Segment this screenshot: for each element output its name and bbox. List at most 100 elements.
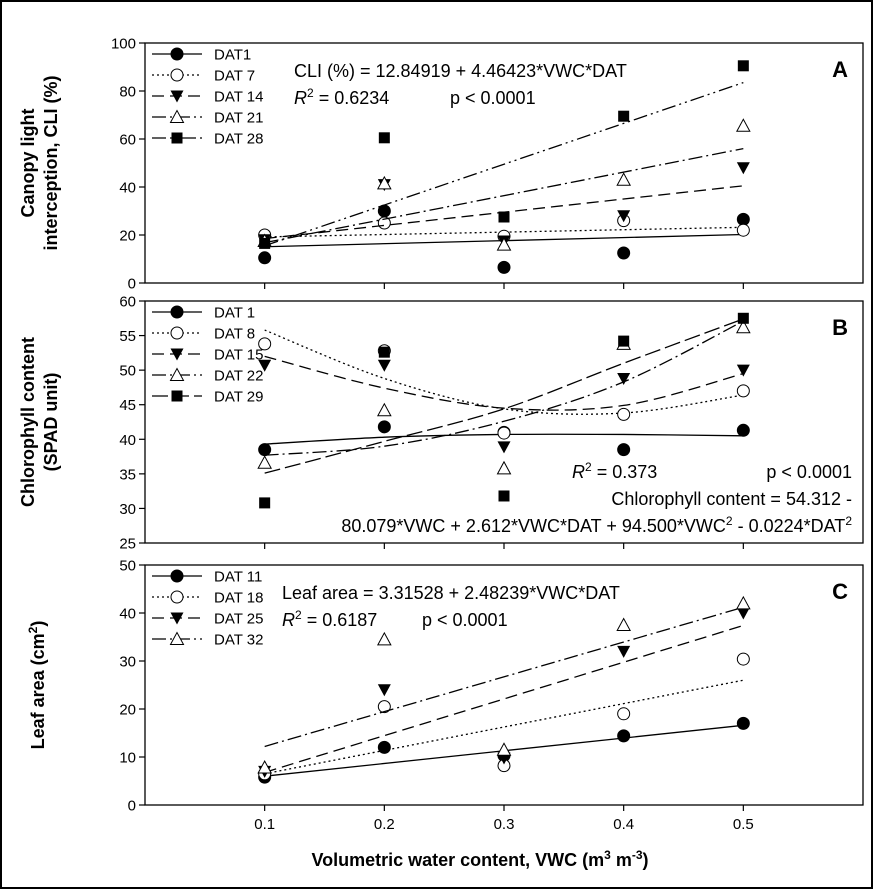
data-point: [736, 716, 750, 730]
data-point: [617, 645, 631, 658]
y-tick-label: 20: [119, 702, 136, 719]
fit-line: [264, 320, 744, 456]
data-point: [735, 118, 751, 132]
data-point: [377, 684, 391, 697]
series-dat-8: [258, 329, 750, 440]
legend-label: DAT 22: [214, 368, 263, 385]
x-tick-label: 0.4: [613, 816, 634, 833]
legend-label: DAT1: [214, 47, 251, 64]
legend-marker: [170, 68, 184, 82]
y-tick-label: 30: [119, 501, 136, 518]
data-point: [736, 223, 750, 237]
y-tick-label: 80: [119, 84, 136, 101]
legend-marker: [170, 612, 184, 625]
data-point: [617, 707, 631, 721]
data-point: [616, 172, 632, 186]
legend-marker: [170, 47, 184, 61]
legend-marker: [171, 390, 183, 402]
panel-letter: A: [832, 57, 848, 82]
data-point: [497, 260, 511, 274]
legend-label: DAT 15: [214, 347, 263, 364]
data-point: [258, 251, 272, 265]
p-value-text: p < 0.0001: [422, 610, 508, 630]
data-point: [376, 631, 392, 646]
legend-marker: [169, 109, 185, 123]
data-point: [618, 110, 630, 122]
legend-marker: [170, 590, 184, 604]
series-dat-29: [259, 312, 749, 509]
series-dat-28: [259, 60, 749, 249]
data-point: [496, 742, 512, 756]
data-point: [735, 319, 751, 334]
data-point: [498, 490, 510, 502]
legend-label: DAT 32: [214, 632, 263, 649]
data-point: [617, 210, 631, 223]
data-point: [496, 460, 512, 475]
y-tick-label: 50: [119, 363, 136, 380]
data-point: [736, 162, 750, 175]
p-value-text: p < 0.0001: [766, 462, 852, 482]
equation-text-line2: 80.079*VWC + 2.612*VWC*DAT + 94.500*VWC2…: [341, 514, 852, 536]
data-point: [497, 441, 511, 454]
data-point: [736, 212, 750, 226]
data-point: [736, 423, 750, 437]
data-point: [378, 346, 390, 358]
data-point: [378, 132, 390, 144]
y-tick-label: 45: [119, 397, 136, 414]
panel-letter: C: [832, 579, 848, 604]
data-point: [377, 740, 391, 754]
data-point: [736, 607, 750, 620]
legend-label: DAT 25: [214, 611, 263, 628]
y-tick-label: 25: [119, 536, 136, 553]
legend-marker: [170, 348, 184, 361]
legend-label: DAT 1: [214, 305, 255, 322]
y-tick-label: 10: [119, 750, 136, 767]
data-point: [377, 420, 391, 434]
equation-text: CLI (%) = 12.84919 + 4.46423*VWC*DAT: [294, 61, 627, 81]
data-point: [498, 211, 510, 223]
data-point: [377, 700, 391, 714]
y-tick-label: 40: [119, 180, 136, 197]
panel-a: 0 20 40 60 80 100 Canopy light interception, CL…: [18, 36, 864, 293]
data-point: [258, 443, 272, 457]
y-tick-label: 30: [119, 654, 136, 671]
x-tick-label: 0.3: [494, 816, 515, 833]
data-point: [617, 443, 631, 457]
legend-label: DAT 14: [214, 89, 263, 106]
data-point: [616, 617, 632, 631]
legend-label: DAT 7: [214, 68, 255, 85]
p-value-text: p < 0.0001: [450, 88, 536, 108]
panel-c: 0 10 20 30 40 50 0.1 0.2 0.3 0.4 0.5 Leaf area (cm2…: [26, 558, 864, 833]
fit-line: [264, 355, 744, 411]
legend-marker: [171, 132, 183, 144]
data-point: [617, 372, 631, 385]
fit-line: [264, 606, 744, 748]
y-axis-label: Canopy light interception, CLI (%): [18, 75, 61, 250]
data-point: [259, 497, 271, 509]
legend-label: DAT 21: [214, 110, 263, 127]
y-tick-label: 60: [119, 294, 136, 311]
y-axis-label: Leaf area (cm2): [26, 621, 48, 750]
legend-marker: [170, 569, 184, 583]
y-tick-label: 100: [111, 36, 136, 53]
fit-line: [264, 679, 744, 775]
data-point: [617, 246, 631, 260]
r-squared-text: R2 = 0.373: [572, 460, 657, 482]
y-tick-label: 40: [119, 606, 136, 623]
data-point: [736, 384, 750, 398]
data-point: [376, 402, 392, 417]
legend-label: DAT 11: [214, 569, 262, 586]
legend-label: DAT 18: [214, 590, 263, 607]
legend-label: DAT 28: [214, 131, 263, 148]
x-tick-label: 0.5: [733, 816, 754, 833]
y-tick-label: 50: [119, 558, 136, 575]
fit-line: [264, 147, 744, 244]
y-tick-label: 20: [119, 228, 136, 245]
series-dat-15: [258, 355, 750, 454]
fit-line: [264, 624, 744, 773]
x-tick-label: 0.2: [374, 816, 395, 833]
r-squared-text: R2 = 0.6187: [282, 608, 377, 630]
legend-label: DAT 29: [214, 389, 263, 406]
